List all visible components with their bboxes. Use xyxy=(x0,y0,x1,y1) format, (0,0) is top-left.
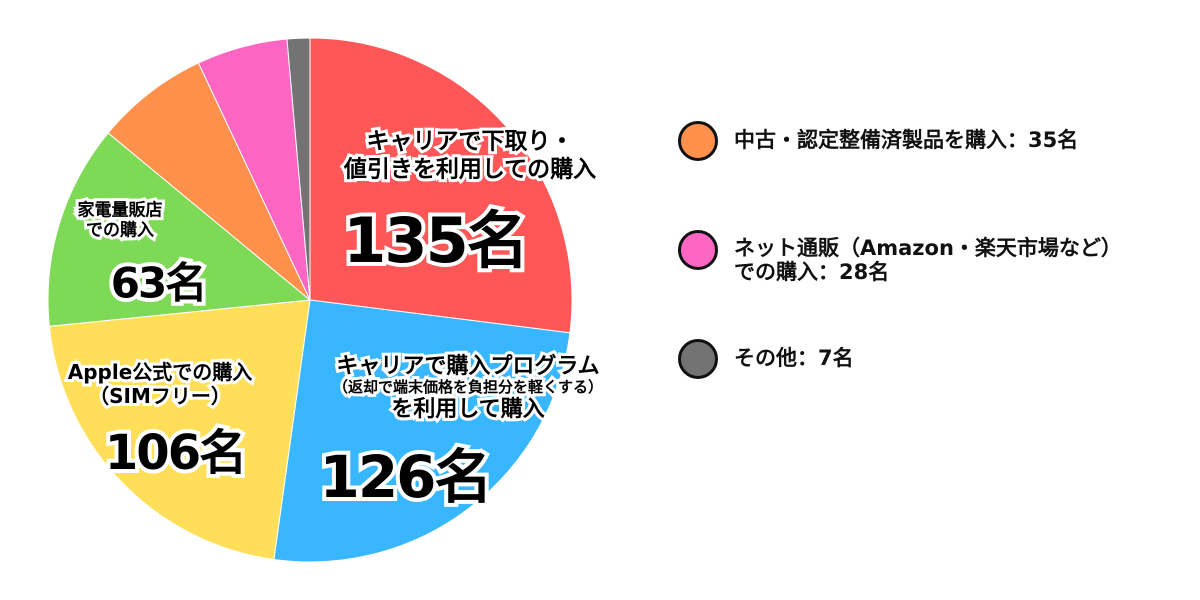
legend-line: での購入：28名 xyxy=(734,260,890,285)
legend-swatch xyxy=(678,121,718,161)
label-line: （返却で端末価格を負担分を軽くする） xyxy=(330,376,606,400)
legend-line: その他：7名 xyxy=(734,346,854,370)
label-line: キャリアで購入プログラム xyxy=(333,351,602,382)
legend-line: 中古・認定整備済製品を購入：35名 xyxy=(734,128,1079,152)
legend-label: 中古・認定整備済製品を購入：35名 xyxy=(734,126,1078,154)
legend-swatch xyxy=(678,230,718,270)
slice-value-apple: 106名 xyxy=(101,421,251,485)
pie-slice-4 xyxy=(107,62,311,301)
label-line: を利用して購入 xyxy=(388,394,547,425)
slice-value-electronics-store: 63名 xyxy=(107,255,212,312)
label-line: キャリアで下取り・ xyxy=(363,125,576,157)
pie-slice-0 xyxy=(309,37,573,334)
slice-value-carrier-program: 126名 xyxy=(315,439,496,515)
slice-value-carrier-tradein: 135名 xyxy=(339,200,532,281)
legend-swatch xyxy=(678,339,718,379)
slice-label-apple: Apple公式での購入 （SIMフリー） xyxy=(65,357,256,411)
pie-slice-6 xyxy=(286,37,311,301)
label-line: での購入 xyxy=(83,218,157,244)
label-line: Apple公式での購入 xyxy=(65,357,256,387)
label-line: 家電量販店 xyxy=(75,198,166,224)
pie-slice-1 xyxy=(273,299,571,563)
slice-label-electronics-store: 家電量販店 での購入 xyxy=(75,198,166,245)
legend-line: ネット通販（Amazon・楽天市場など） xyxy=(734,236,1122,260)
label-line: 値引きを利用しての購入 xyxy=(341,153,599,185)
slice-label-carrier-program: キャリアで購入プログラム （返却で端末価格を負担分を軽くする） を利用して購入 xyxy=(330,351,606,425)
label-line: （SIMフリー） xyxy=(86,381,234,411)
slice-label-carrier-tradein: キャリアで下取り・ 値引きを利用しての購入 xyxy=(341,125,599,185)
legend-label: その他：7名 xyxy=(734,344,854,372)
pie-slice-2 xyxy=(48,299,311,561)
legend-label: ネット通販（Amazon・楽天市場など） での購入：28名 xyxy=(734,234,1122,287)
pie-slice-3 xyxy=(47,132,312,327)
